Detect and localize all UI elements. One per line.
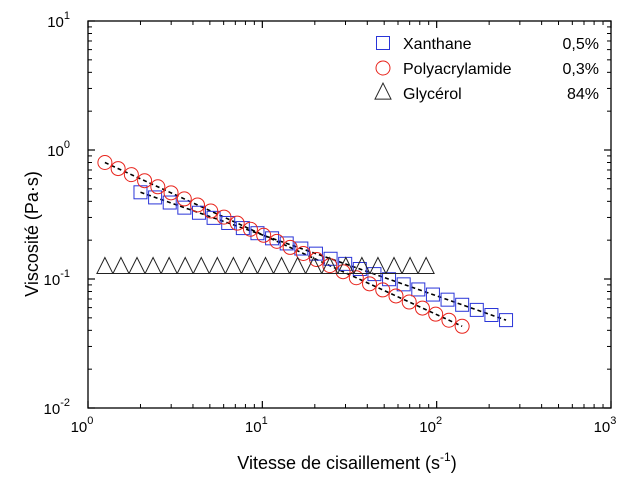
data-point-square: [191, 205, 206, 220]
data-point-circle: [428, 306, 444, 322]
data-point-triangle: [208, 256, 227, 274]
data-point-circle: [414, 300, 430, 316]
y-tick-label: 10-2: [44, 397, 70, 418]
data-point-circle: [348, 270, 364, 286]
data-point-triangle: [337, 256, 355, 274]
data-point-triangle: [385, 256, 403, 274]
data-point-circle: [362, 276, 378, 292]
data-point-square: [221, 215, 236, 230]
legend-concentration: 84%: [567, 86, 599, 103]
data-point-square: [308, 246, 323, 261]
data-point-circle: [242, 221, 258, 237]
data-point-square: [206, 210, 221, 225]
data-point-triangle: [320, 256, 339, 274]
y-tick-label: 100: [47, 139, 70, 160]
data-point-circle: [282, 239, 298, 255]
legend: Xanthane 0,5% Polyacrylamide 0,3% Glycérol 84…: [374, 36, 599, 103]
legend-concentration: 0,5%: [563, 36, 599, 53]
data-point-square: [484, 308, 499, 323]
data-point-triangle: [417, 256, 435, 274]
x-tick-label: 100: [71, 415, 94, 436]
data-point-square: [455, 297, 470, 312]
data-point-square: [396, 277, 411, 292]
data-point-triangle: [240, 256, 259, 274]
data-point-triangle: [224, 256, 243, 274]
y-tick-label: 101: [47, 10, 70, 31]
data-point-circle: [401, 294, 417, 310]
data-point-circle: [295, 245, 311, 261]
legend-concentration: 0,3%: [563, 61, 599, 78]
legend-marker-square: [376, 36, 390, 50]
data-point-circle: [97, 155, 113, 171]
data-point-square: [382, 272, 397, 287]
data-point-square: [162, 195, 177, 210]
data-point-triangle: [96, 256, 114, 274]
data-point-circle: [123, 167, 139, 183]
data-point-triangle: [288, 256, 307, 274]
data-point-triangle: [401, 256, 419, 274]
data-point-triangle: [353, 256, 371, 274]
data-point-circle: [309, 252, 325, 268]
data-point-square: [367, 267, 382, 282]
data-point-square: [323, 251, 338, 266]
x-axis-title: Vitesse de cisaillement (s-1): [237, 450, 456, 473]
data-point-circle: [454, 318, 470, 334]
data-point-square: [279, 236, 294, 251]
data-point-circle: [203, 203, 219, 219]
data-point-circle: [269, 233, 285, 249]
tick-labels: 100 101 102 103 10-2 10-1 100 101: [44, 10, 617, 436]
data-point-triangle: [176, 256, 195, 274]
data-point-circle: [375, 282, 391, 298]
legend-label: Polyacrylamide: [403, 61, 512, 78]
legend-label: Xanthane: [403, 36, 472, 53]
data-point-square: [440, 292, 455, 307]
data-point-circle: [388, 288, 404, 304]
data-point-square: [338, 256, 353, 271]
x-tick-label: 103: [594, 415, 617, 436]
data-point-square: [235, 221, 250, 236]
data-point-circle: [137, 173, 153, 189]
data-point-triangle: [256, 256, 275, 274]
data-point-triangle: [128, 256, 146, 274]
axes: [87, 20, 612, 409]
data-markers: [96, 155, 514, 334]
data-point-triangle: [112, 256, 130, 274]
data-point-triangle: [272, 256, 291, 274]
data-point-circle: [190, 197, 206, 213]
data-point-square: [425, 287, 440, 302]
data-point-circle: [163, 185, 179, 201]
data-point-triangle: [369, 256, 387, 274]
x-tick-label: 102: [419, 415, 442, 436]
data-point-square: [469, 302, 484, 317]
data-point-circle: [229, 215, 245, 231]
data-point-square: [265, 231, 280, 246]
data-point-square: [148, 190, 163, 205]
data-point-circle: [150, 179, 166, 195]
data-point-triangle: [160, 256, 178, 274]
data-point-circle: [110, 161, 126, 177]
data-point-triangle: [304, 256, 323, 274]
data-point-circle: [216, 209, 232, 225]
data-point-triangle: [144, 256, 162, 274]
y-tick-label: 10-1: [44, 268, 70, 289]
fit-line-0: [140, 191, 507, 321]
legend-marker-triangle: [374, 81, 392, 100]
data-point-circle: [256, 227, 272, 243]
data-point-square: [411, 282, 426, 297]
y-axis-title: Viscosité (Pa·s): [22, 171, 42, 297]
data-point-triangle: [192, 256, 211, 274]
plot-frame: [87, 20, 612, 409]
data-point-square: [499, 313, 514, 328]
data-point-circle: [441, 312, 457, 328]
legend-label: Glycérol: [403, 86, 462, 103]
data-point-circle: [176, 191, 192, 207]
data-point-circle: [335, 264, 351, 280]
tick-marks: [87, 20, 612, 409]
x-tick-label: 101: [245, 415, 268, 436]
legend-marker-circle: [375, 60, 391, 76]
